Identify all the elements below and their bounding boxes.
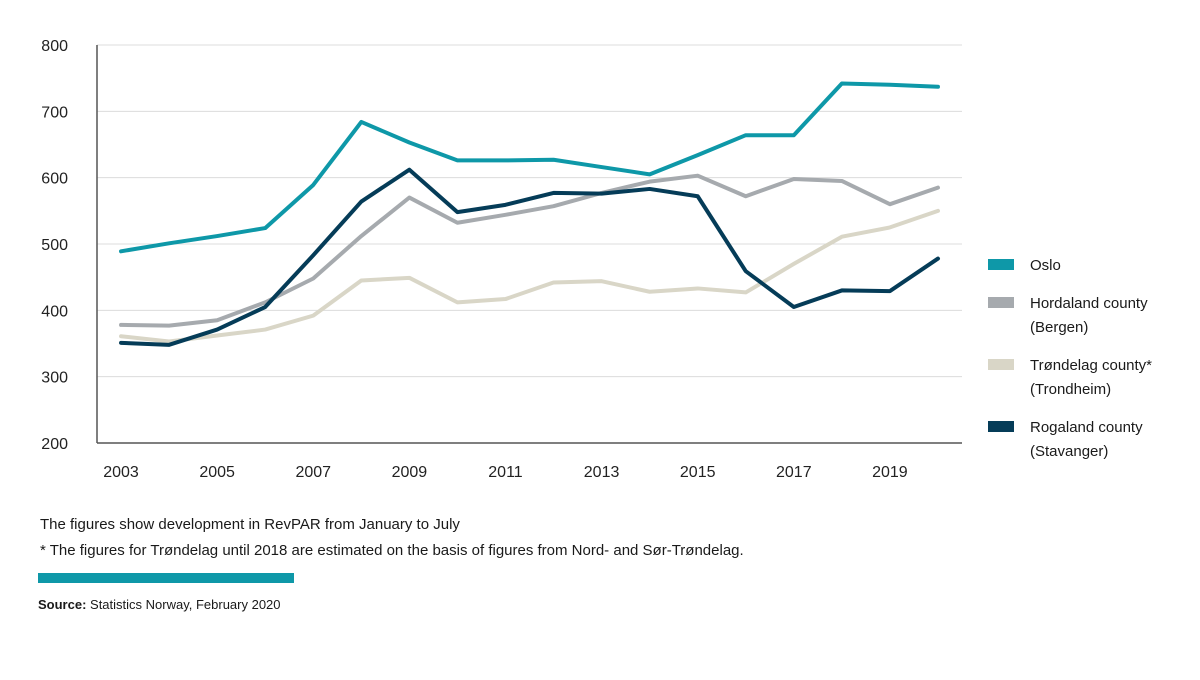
legend-label-oslo: Oslo [1030, 257, 1061, 274]
legend-item-oslo: Oslo [988, 254, 1188, 278]
y-tick-label-700: 700 [41, 104, 68, 121]
y-tick-label-400: 400 [41, 303, 68, 320]
legend-sublabel-hordaland: (Bergen) [1030, 319, 1089, 336]
legend-item-trondelag: Trøndelag county* (Trondheim) [988, 354, 1188, 402]
legend-label-hordaland: Hordaland county [1030, 295, 1148, 312]
series-line-trndelag [119, 208, 940, 344]
axes [96, 45, 962, 444]
series-line-oslo [119, 81, 940, 254]
source-label: Source: [38, 597, 87, 612]
source-line: Source: Statistics Norway, February 2020 [38, 597, 281, 612]
x-axis-ticks: 2003 2005 2007 2009 2011 2013 2015 2017 2019 [103, 464, 908, 481]
y-tick-label-300: 300 [41, 370, 68, 387]
x-tick-label-2007: 2007 [295, 464, 331, 481]
legend-swatch-oslo [988, 259, 1014, 270]
chart-notes: The figures show development in RevPAR f… [40, 512, 744, 564]
series-line-hordaland [119, 173, 940, 328]
legend-item-hordaland: Hordaland county (Bergen) [988, 292, 1188, 340]
x-tick-label-2015: 2015 [680, 464, 716, 481]
x-tick-label-2003: 2003 [103, 464, 139, 481]
y-tick-label-600: 600 [41, 171, 68, 188]
legend-label-rogaland: Rogaland county [1030, 419, 1143, 436]
legend-item-rogaland: Rogaland county (Stavanger) [988, 416, 1188, 464]
y-tick-label-500: 500 [41, 237, 68, 254]
x-tick-label-2017: 2017 [776, 464, 812, 481]
legend-swatch-rogaland [988, 421, 1014, 432]
y-tick-label-800: 800 [41, 38, 68, 55]
x-tick-label-2005: 2005 [199, 464, 235, 481]
series-line-rogaland [119, 167, 940, 347]
source-text: Statistics Norway, February 2020 [86, 597, 281, 612]
series-lines [119, 81, 940, 347]
y-tick-label-200: 200 [41, 436, 68, 453]
legend: Oslo Hordaland county (Bergen) Trøndelag… [988, 254, 1188, 478]
legend-swatch-hordaland [988, 297, 1014, 308]
x-tick-label-2009: 2009 [392, 464, 428, 481]
legend-sublabel-rogaland: (Stavanger) [1030, 443, 1109, 460]
legend-swatch-trondelag [988, 359, 1014, 370]
note-revpar: The figures show development in RevPAR f… [40, 516, 460, 533]
source-accent-bar [38, 573, 294, 583]
note-trondelag: * The figures for Trøndelag until 2018 a… [40, 542, 744, 559]
x-tick-label-2013: 2013 [584, 464, 620, 481]
y-axis-ticks: 200 300 400 500 600 700 800 [41, 38, 68, 453]
legend-label-trondelag: Trøndelag county* [1030, 357, 1153, 374]
x-tick-label-2011: 2011 [488, 464, 523, 481]
x-tick-label-2019: 2019 [872, 464, 908, 481]
legend-sublabel-trondelag: (Trondheim) [1030, 381, 1112, 398]
